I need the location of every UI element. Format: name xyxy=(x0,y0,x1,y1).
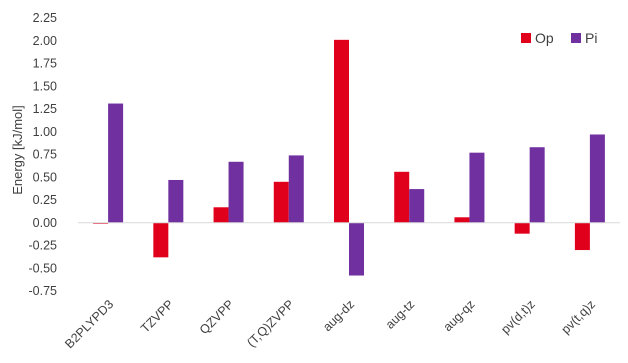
bar-pi-4 xyxy=(349,222,364,276)
x-tick-label: QZVPP xyxy=(197,297,237,337)
legend-swatch-op xyxy=(521,33,531,43)
bar-pi-3 xyxy=(288,155,304,223)
x-tick-label: aug-tz xyxy=(383,297,417,331)
bar-op-5 xyxy=(394,171,410,223)
y-axis-title-text: Energy [kJ/mol] xyxy=(10,105,25,195)
x-tick-label: pv(d,t)z xyxy=(498,297,537,336)
legend-label-pi: Pi xyxy=(585,30,597,46)
y-tick-label: 0.75 xyxy=(33,148,57,162)
bar-op-6 xyxy=(454,217,470,223)
bar-pi-1 xyxy=(168,179,184,223)
bar-pi-5 xyxy=(409,189,425,223)
bar-pi-0 xyxy=(108,103,124,223)
bar-op-4 xyxy=(334,39,349,223)
bar-pi-7 xyxy=(529,147,545,223)
bar-op-8 xyxy=(574,222,590,251)
bar-pi-8 xyxy=(589,134,605,223)
y-tick-label: 2.00 xyxy=(33,34,57,48)
y-tick-label: -0.75 xyxy=(29,284,58,298)
y-tick-label: 0.50 xyxy=(33,170,57,184)
y-tick-label: 1.50 xyxy=(33,79,57,93)
bars xyxy=(93,39,605,276)
legend: Op Pi xyxy=(521,30,597,46)
x-tick-label: B2PLYPD3 xyxy=(62,297,116,351)
y-tick-label: 1.00 xyxy=(33,125,57,139)
y-tick-label: 0.25 xyxy=(33,193,57,207)
x-axis-labels: B2PLYPD3 TZVPP QZVPP (T,Q)ZVPP aug-dz aug-tz a… xyxy=(62,297,598,351)
x-tick-label: TZVPP xyxy=(138,297,176,335)
y-axis-title: Energy [kJ/mol] xyxy=(10,105,25,195)
y-tick-label: -0.50 xyxy=(29,261,58,275)
legend-swatch-pi xyxy=(571,33,581,43)
y-tick-label: 1.25 xyxy=(33,102,57,116)
y-axis-ticks: 2.25 2.00 1.75 1.50 1.25 1.00 0.75 0.50 0.25 0.00… xyxy=(29,11,58,298)
x-tick-label: pv(t,q)z xyxy=(559,297,598,336)
bar-op-2 xyxy=(213,207,229,223)
x-tick-label: (T,Q)ZVPP xyxy=(244,297,297,350)
legend-label-op: Op xyxy=(535,30,554,46)
bar-op-1 xyxy=(153,222,169,258)
bar-op-7 xyxy=(514,222,530,234)
bar-pi-6 xyxy=(469,152,485,223)
y-tick-label: 0.00 xyxy=(33,216,57,230)
y-tick-label: -0.25 xyxy=(29,239,58,253)
x-tick-label: aug-dz xyxy=(320,297,357,334)
y-tick-label: 2.25 xyxy=(33,11,57,25)
y-tick-label: 1.75 xyxy=(33,57,57,71)
x-tick-label: aug-qz xyxy=(441,297,478,334)
bar-op-3 xyxy=(273,181,289,223)
bar-pi-2 xyxy=(228,161,244,223)
